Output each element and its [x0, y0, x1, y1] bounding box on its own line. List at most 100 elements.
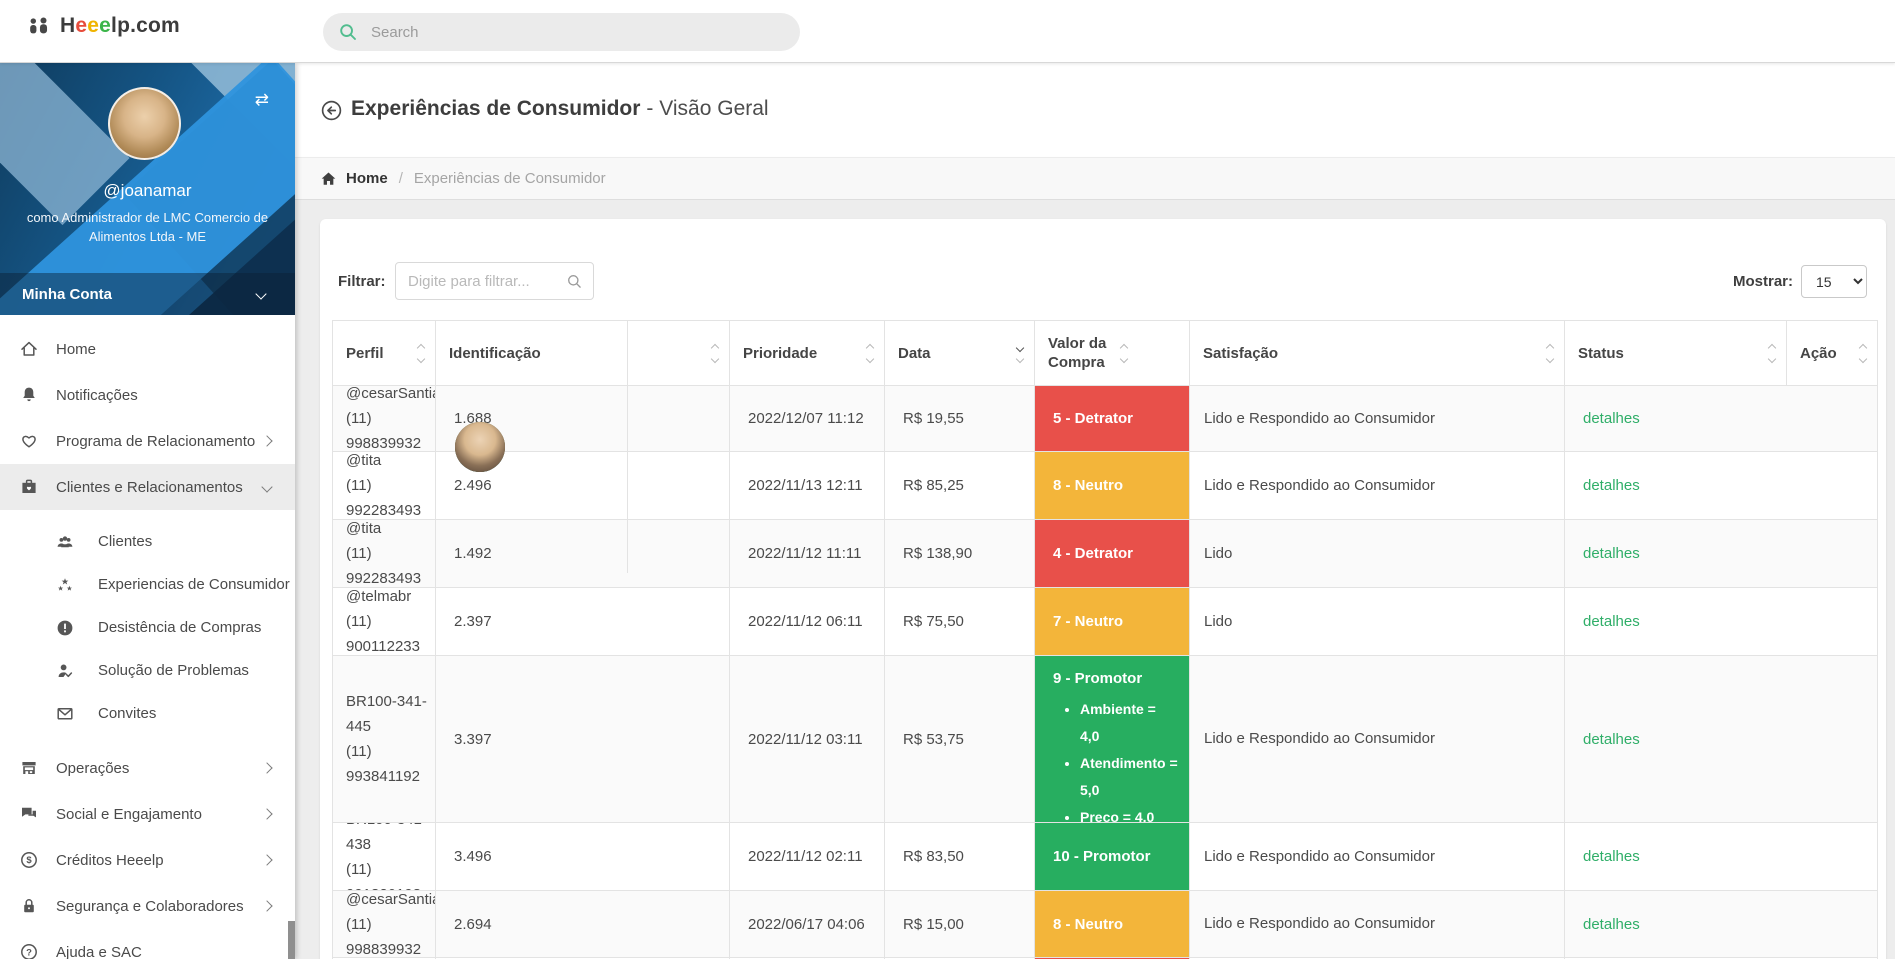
chevron-right-icon — [261, 435, 272, 446]
details-link[interactable]: detalhes — [1583, 916, 1640, 933]
top-bar: Heeelp.com — [0, 0, 1895, 63]
sidebar-item-programa-relacionamento[interactable]: Programa de Relacionamento — [0, 418, 295, 464]
chevron-down-icon — [255, 288, 266, 299]
details-link[interactable]: detalhes — [1583, 848, 1640, 865]
stars-icon — [55, 575, 75, 595]
table-row: BR100-341-445(11) 993841192 3.397 2022/1… — [333, 655, 1877, 822]
column-header-satisfacao[interactable]: Satisfação — [1190, 321, 1565, 385]
satisfaction-detail-list: Ambiente = 4,0 Atendimento = 5,0 Preço =… — [1080, 696, 1179, 822]
sort-icon[interactable] — [709, 345, 721, 362]
details-link[interactable]: detalhes — [1583, 545, 1640, 562]
chevron-right-icon — [261, 900, 272, 911]
satisfaction-badge: 10 - Promotor — [1035, 823, 1189, 890]
breadcrumb-current: Experiências de Consumidor — [414, 170, 606, 187]
filter-field — [395, 262, 594, 300]
home-icon — [18, 339, 40, 359]
search-input[interactable] — [371, 13, 781, 51]
experiences-table: Perfil Identificação Prioridade Data Val… — [332, 320, 1878, 959]
search-icon — [338, 22, 358, 42]
main-area: Experiências de Consumidor- Visão Geral … — [295, 63, 1895, 959]
app: { "topbar": { "brand": {"h": "H", "e1": … — [0, 0, 1895, 959]
svg-text:?: ? — [26, 947, 32, 958]
sidebar-item-notificacoes[interactable]: Notificações — [0, 372, 295, 418]
page-content: Filtrar: Mostrar: 15 Perfil Identificaçã… — [295, 200, 1895, 959]
sidebar-submenu: Clientes Experiencias de Consumidor Desi… — [0, 510, 295, 745]
breadcrumb-home-link[interactable]: Home — [346, 170, 388, 187]
column-header-valor-compra[interactable]: Valor da Compra — [1035, 321, 1190, 385]
column-header-prioridade[interactable]: Prioridade — [730, 321, 885, 385]
details-link[interactable]: detalhes — [1583, 410, 1640, 427]
sidebar-item-operacoes[interactable]: Operações — [0, 745, 295, 791]
svg-text:$: $ — [26, 855, 32, 866]
satisfaction-badge: 8 - Neutro — [1035, 452, 1189, 519]
satisfaction-badge: 7 - Neutro — [1035, 588, 1189, 655]
brand-logo[interactable]: Heeelp.com — [26, 14, 180, 38]
sort-icon[interactable] — [864, 345, 876, 362]
breadcrumb-separator: / — [399, 170, 403, 187]
satisfaction-badge: 8 - Neutro — [1035, 891, 1189, 957]
details-link[interactable]: detalhes — [1583, 731, 1640, 748]
sidebar-item-clientes[interactable]: Clientes — [0, 520, 295, 563]
sort-icon[interactable] — [1857, 345, 1869, 362]
global-search — [323, 13, 800, 51]
help-icon: ? — [18, 942, 40, 959]
avatar-photo[interactable] — [108, 87, 181, 160]
table-row: @telmabr(11) 900112233 2.397 2022/11/12 … — [333, 587, 1877, 655]
data-card: Filtrar: Mostrar: 15 Perfil Identificaçã… — [320, 219, 1886, 959]
lock-icon — [18, 896, 40, 916]
sidebar-item-solucao-problemas[interactable]: Solução de Problemas — [0, 649, 295, 692]
column-header-acao[interactable]: Ação — [1787, 321, 1877, 385]
column-header-status[interactable]: Status — [1565, 321, 1787, 385]
show-select[interactable]: 15 — [1801, 265, 1867, 298]
sidebar-item-convites[interactable]: Convites — [0, 692, 295, 735]
profile-handle: @joanamar — [0, 181, 295, 201]
details-link[interactable]: detalhes — [1583, 477, 1640, 494]
satisfaction-badge-detailed: 9 - Promotor Ambiente = 4,0 Atendimento … — [1035, 656, 1189, 822]
sort-icon[interactable] — [1766, 345, 1778, 362]
satisfaction-badge: 5 - Detrator — [1035, 386, 1189, 451]
clients-bag-icon — [18, 477, 40, 497]
search-icon — [566, 273, 583, 290]
chevron-down-icon — [261, 481, 272, 492]
satisfaction-badge: 4 - Detrator — [1035, 520, 1189, 587]
sidebar-item-creditos-heeelp[interactable]: $ Créditos Heeelp — [0, 837, 295, 883]
home-icon — [320, 171, 337, 187]
sidebar-item-desistencia-compras[interactable]: Desistência de Compras — [0, 606, 295, 649]
people-icon — [55, 532, 75, 552]
sort-desc-icon[interactable] — [1014, 345, 1026, 362]
alert-circle-icon — [55, 618, 75, 638]
chevron-right-icon — [261, 762, 272, 773]
sidebar-item-clientes-relacionamentos[interactable]: Clientes e Relacionamentos — [0, 464, 295, 510]
back-circle-icon[interactable] — [320, 99, 343, 122]
filter-label: Filtrar: — [338, 273, 386, 290]
chevron-right-icon — [261, 854, 272, 865]
sidebar-item-home[interactable]: Home — [0, 326, 295, 372]
show-label: Mostrar: — [1733, 273, 1793, 290]
my-account-button[interactable]: Minha Conta — [0, 273, 295, 315]
column-header-data[interactable]: Data — [885, 321, 1035, 385]
sort-icon[interactable] — [1544, 345, 1556, 362]
sidebar: ⇄ @joanamar como Administrador de LMC Co… — [0, 63, 295, 959]
sidebar-scrollbar-thumb[interactable] — [288, 921, 295, 959]
person-check-icon — [55, 661, 75, 681]
people-logo-icon — [26, 16, 51, 37]
table-row: BR100-341-438(11) 991820193 3.496 2022/1… — [333, 822, 1877, 890]
chevron-right-icon — [261, 808, 272, 819]
filter-input[interactable] — [396, 263, 564, 299]
breadcrumb: Home / Experiências de Consumidor — [295, 157, 1895, 200]
sort-icon[interactable] — [1118, 345, 1130, 362]
table-row: @cesarSantiago(11) 998839932 2.694 2022/… — [333, 890, 1877, 957]
page-title-bar: Experiências de Consumidor- Visão Geral — [295, 63, 1895, 157]
collapse-sidebar-icon[interactable]: ⇄ — [255, 91, 269, 108]
sidebar-item-social-engajamento[interactable]: Social e Engajamento — [0, 791, 295, 837]
heart-icon — [18, 431, 40, 451]
chat-icon — [18, 804, 40, 824]
sidebar-item-experiencias-consumidor[interactable]: Experiencias de Consumidor — [0, 563, 295, 606]
envelope-icon — [55, 704, 75, 724]
sidebar-item-seguranca-colaboradores[interactable]: Segurança e Colaboradores — [0, 883, 295, 929]
profile-card: ⇄ @joanamar como Administrador de LMC Co… — [0, 63, 295, 315]
store-icon — [18, 758, 40, 778]
page-title: Experiências de Consumidor- Visão Geral — [351, 97, 769, 121]
details-link[interactable]: detalhes — [1583, 613, 1640, 630]
sidebar-item-ajuda-sac[interactable]: ? Ajuda e SAC — [0, 929, 295, 959]
